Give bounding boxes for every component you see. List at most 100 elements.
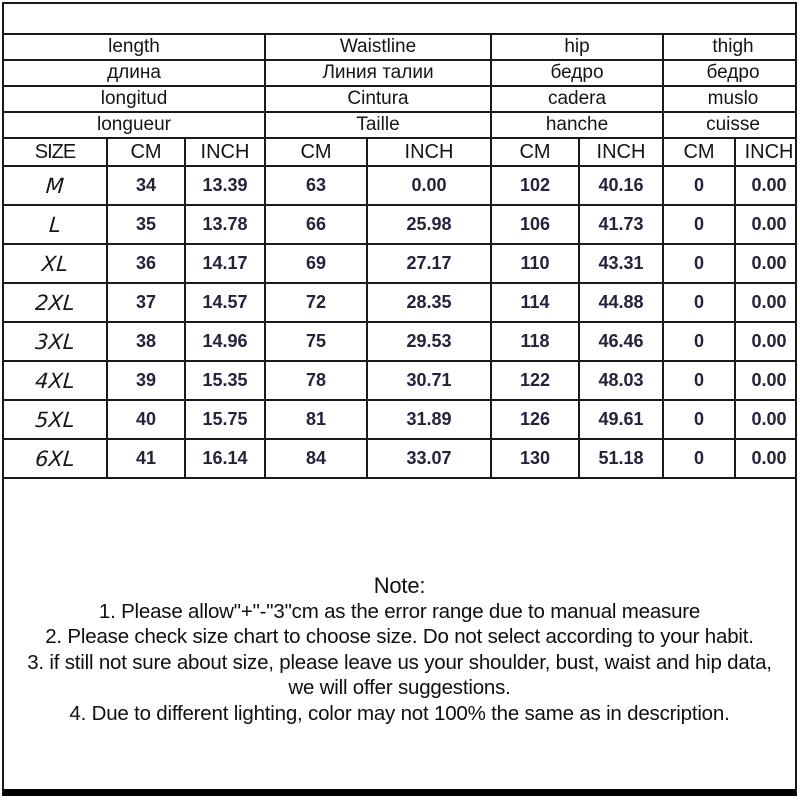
note-line: we will offer suggestions. bbox=[288, 676, 511, 699]
size-cell: XL bbox=[4, 244, 109, 283]
size-row-6xl: 6XL 41 16.14 84 33.07 130 51.18 0 0.00 bbox=[4, 438, 795, 479]
size-row-2xl: 2XL 37 14.57 72 28.35 114 44.88 0 0.00 bbox=[4, 282, 795, 323]
unit-cell-cm: CM bbox=[106, 137, 186, 167]
value-cell: 102 bbox=[490, 165, 580, 206]
measure-hip-fr: hanche bbox=[490, 111, 664, 139]
value-cell: 0 bbox=[662, 399, 736, 440]
value-cell: 33.07 bbox=[366, 438, 492, 479]
size-cell: 4XL bbox=[4, 361, 109, 400]
measure-hip-ru: бедро bbox=[490, 59, 664, 87]
size-row-m: M 34 13.39 63 0.00 102 40.16 0 0.00 bbox=[4, 165, 795, 206]
value-cell: 13.39 bbox=[184, 165, 266, 206]
value-cell: 14.57 bbox=[184, 282, 266, 323]
size-cell: 5XL bbox=[4, 400, 109, 439]
value-cell: 63 bbox=[264, 165, 368, 206]
unit-cell-inch: INCH bbox=[366, 137, 492, 167]
value-cell: 0 bbox=[662, 438, 736, 479]
unit-cell-cm: CM bbox=[662, 137, 736, 167]
measure-hip-es: cadera bbox=[490, 85, 664, 113]
note-title: Note: bbox=[373, 573, 426, 598]
measure-length-ru: длина bbox=[4, 59, 266, 87]
value-cell: 0.00 bbox=[733, 204, 795, 245]
value-cell: 0.00 bbox=[366, 165, 492, 206]
value-cell: 39 bbox=[106, 360, 186, 401]
measure-length-es: longitud bbox=[4, 85, 266, 113]
value-cell: 0.00 bbox=[733, 321, 795, 362]
measure-length-fr: longueur bbox=[4, 111, 266, 139]
value-cell: 0 bbox=[662, 204, 736, 245]
value-cell: 110 bbox=[490, 243, 580, 284]
units-row: SIZE CM INCH CM INCH CM INCH CM INCH bbox=[4, 137, 795, 167]
value-cell: 31.89 bbox=[366, 399, 492, 440]
note-line: 4. Due to different lighting, color may … bbox=[69, 701, 730, 725]
value-cell: 0 bbox=[662, 360, 736, 401]
size-cell: 2XL bbox=[4, 283, 109, 322]
measure-name-row-en: length Waistline hip thigh bbox=[4, 33, 795, 61]
size-row-4xl: 4XL 39 15.35 78 30.71 122 48.03 0 0.00 bbox=[4, 360, 795, 401]
note-line: 2. Please check size chart to choose siz… bbox=[45, 625, 754, 648]
value-cell: 44.88 bbox=[578, 282, 664, 323]
value-cell: 13.78 bbox=[184, 204, 266, 245]
value-cell: 72 bbox=[264, 282, 368, 323]
value-cell: 0.00 bbox=[733, 438, 795, 479]
value-cell: 34 bbox=[106, 165, 186, 206]
value-cell: 66 bbox=[264, 204, 368, 245]
value-cell: 37 bbox=[106, 282, 186, 323]
size-chart-table: length Waistline hip thigh длина Линия т… bbox=[4, 4, 795, 479]
note-section: Note: 1. Please allow"+"-"3"cm as the er… bbox=[4, 573, 795, 726]
value-cell: 126 bbox=[490, 399, 580, 440]
measure-name-row-es: longitud Cintura cadera muslo bbox=[4, 85, 795, 113]
measure-waistline-en: Waistline bbox=[264, 33, 492, 61]
value-cell: 0 bbox=[662, 243, 736, 284]
spacer-cell bbox=[4, 4, 795, 35]
value-cell: 43.31 bbox=[578, 243, 664, 284]
unit-cell-inch: INCH bbox=[184, 137, 266, 167]
measure-thigh-en: thigh bbox=[661, 33, 795, 61]
value-cell: 25.98 bbox=[366, 204, 492, 245]
size-cell: 6XL bbox=[4, 439, 109, 478]
value-cell: 40 bbox=[106, 399, 186, 440]
size-row-l: L 35 13.78 66 25.98 106 41.73 0 0.00 bbox=[4, 204, 795, 245]
value-cell: 75 bbox=[264, 321, 368, 362]
size-cell: L bbox=[4, 205, 109, 244]
size-row-3xl: 3XL 38 14.96 75 29.53 118 46.46 0 0.00 bbox=[4, 321, 795, 362]
value-cell: 35 bbox=[106, 204, 186, 245]
value-cell: 51.18 bbox=[578, 438, 664, 479]
unit-cell-inch: INCH bbox=[578, 137, 664, 167]
note-line: 3. if still not sure about size, please … bbox=[27, 650, 772, 674]
measure-thigh-es: muslo bbox=[661, 85, 795, 113]
size-column-header: SIZE bbox=[4, 137, 108, 167]
measure-name-row-ru: длина Линия талии бедро бедро bbox=[4, 59, 795, 87]
size-row-5xl: 5XL 40 15.75 81 31.89 126 49.61 0 0.00 bbox=[4, 399, 795, 440]
value-cell: 28.35 bbox=[366, 282, 492, 323]
value-cell: 0.00 bbox=[733, 399, 795, 440]
measure-thigh-fr: cuisse bbox=[661, 111, 795, 139]
size-cell: M bbox=[4, 166, 109, 205]
size-row-xl: XL 36 14.17 69 27.17 110 43.31 0 0.00 bbox=[4, 243, 795, 284]
unit-cell-cm: CM bbox=[490, 137, 580, 167]
value-cell: 78 bbox=[264, 360, 368, 401]
measure-waistline-es: Cintura bbox=[264, 85, 492, 113]
value-cell: 16.14 bbox=[184, 438, 266, 479]
unit-cell-inch: INCH bbox=[733, 137, 795, 167]
value-cell: 49.61 bbox=[578, 399, 664, 440]
value-cell: 46.46 bbox=[578, 321, 664, 362]
value-cell: 14.17 bbox=[184, 243, 266, 284]
value-cell: 0 bbox=[662, 282, 736, 323]
value-cell: 0 bbox=[662, 165, 736, 206]
measure-thigh-ru: бедро bbox=[661, 59, 795, 87]
note-line: 1. Please allow"+"-"3"cm as the error ra… bbox=[98, 599, 701, 623]
value-cell: 106 bbox=[490, 204, 580, 245]
value-cell: 36 bbox=[106, 243, 186, 284]
value-cell: 84 bbox=[264, 438, 368, 479]
value-cell: 41.73 bbox=[578, 204, 664, 245]
value-cell: 15.75 bbox=[184, 399, 266, 440]
unit-cell-cm: CM bbox=[264, 137, 368, 167]
value-cell: 0.00 bbox=[733, 360, 795, 401]
value-cell: 27.17 bbox=[366, 243, 492, 284]
measure-hip-en: hip bbox=[490, 33, 664, 61]
value-cell: 30.71 bbox=[366, 360, 492, 401]
value-cell: 0.00 bbox=[733, 165, 795, 206]
value-cell: 15.35 bbox=[184, 360, 266, 401]
